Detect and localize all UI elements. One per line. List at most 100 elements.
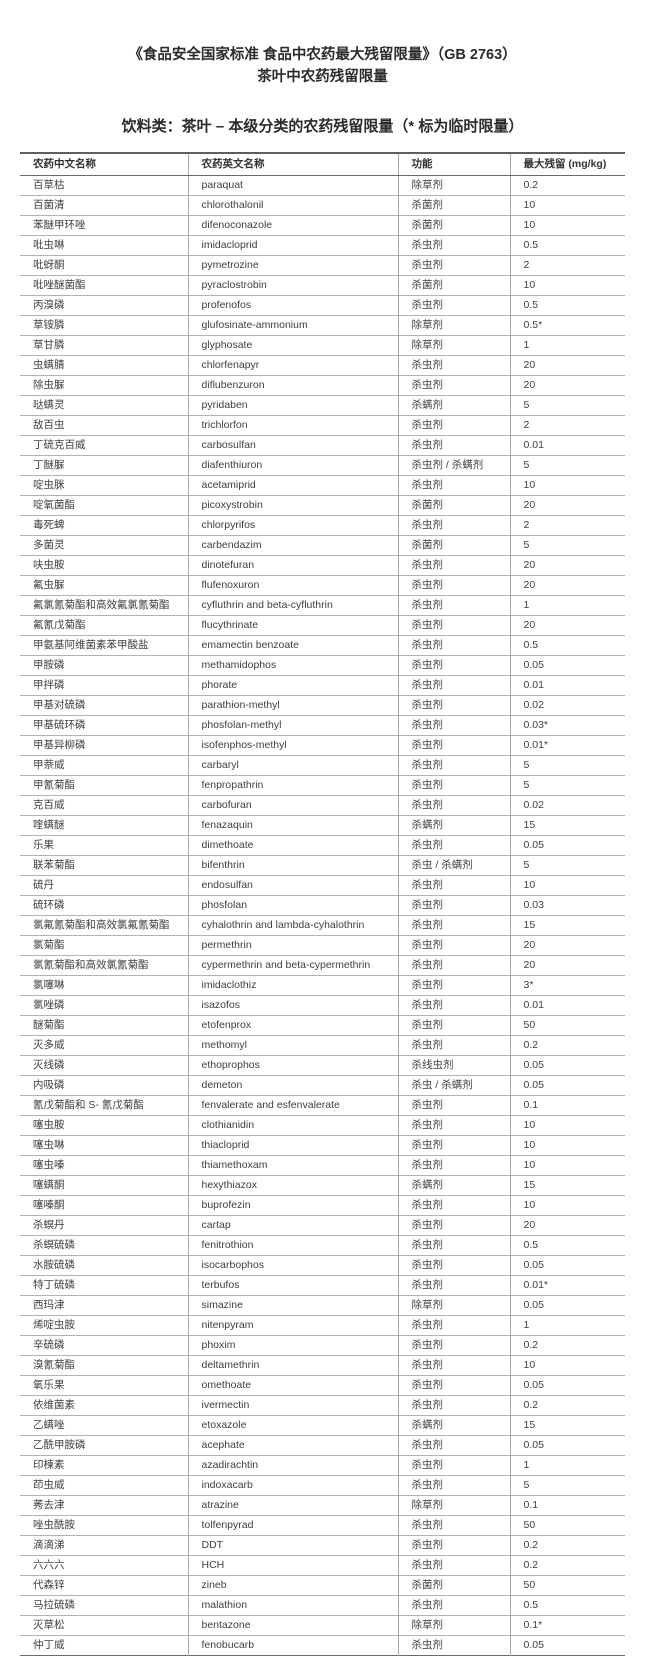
cell-limit: 1 bbox=[509, 1315, 625, 1336]
table-row: 百菌清 chlorothalonil 杀菌剂 10 bbox=[20, 195, 625, 216]
cell-en-name: chlorpyrifos bbox=[187, 515, 398, 536]
table-row: 溴氰菊酯 deltamethrin 杀虫剂 10 bbox=[20, 1355, 625, 1376]
cell-cn-name: 氯菊酯 bbox=[20, 935, 188, 956]
cell-en-name: cartap bbox=[187, 1215, 398, 1236]
cell-cn-name: 氰戊菊酯和 S- 氰戊菊酯 bbox=[20, 1095, 188, 1116]
cell-limit: 20 bbox=[509, 575, 625, 596]
cell-cn-name: 印楝素 bbox=[20, 1455, 188, 1476]
cell-cn-name: 溴氰菊酯 bbox=[20, 1355, 188, 1376]
cell-cn-name: 甲氰菊酯 bbox=[20, 775, 188, 796]
cell-cn-name: 水胺硫磷 bbox=[20, 1255, 188, 1276]
cell-cn-name: 西玛津 bbox=[20, 1295, 188, 1316]
table-row: 氯菊酯 permethrin 杀虫剂 20 bbox=[20, 935, 625, 956]
cell-limit: 15 bbox=[509, 915, 625, 936]
cell-function: 杀虫剂 bbox=[397, 1275, 510, 1296]
cell-en-name: profenofos bbox=[187, 295, 398, 316]
cell-limit: 0.5 bbox=[509, 235, 625, 256]
cell-function: 杀螨剂 bbox=[397, 395, 510, 416]
table-row: 烯啶虫胺 nitenpyram 杀虫剂 1 bbox=[20, 1315, 625, 1336]
cell-cn-name: 硫丹 bbox=[20, 875, 188, 896]
document-title-line2: 茶叶中农药残留限量 bbox=[257, 69, 388, 86]
cell-limit: 0.02 bbox=[509, 695, 625, 716]
cell-en-name: pymetrozine bbox=[187, 255, 398, 276]
cell-limit: 0.1 bbox=[509, 1495, 625, 1516]
cell-cn-name: 马拉硫磷 bbox=[20, 1595, 188, 1616]
cell-function: 杀菌剂 bbox=[397, 535, 510, 556]
cell-en-name: malathion bbox=[187, 1595, 398, 1616]
cell-cn-name: 烯啶虫胺 bbox=[20, 1315, 188, 1336]
cell-en-name: buprofezin bbox=[187, 1195, 398, 1216]
table-row: 氯噻啉 imidaclothiz 杀虫剂 3* bbox=[20, 975, 625, 996]
table-row: 氯氟氰菊酯和高效氯氟氰菊酯 cyhalothrin and lambda-cyha… bbox=[20, 915, 625, 936]
table-row: 辛硫磷 phoxim 杀虫剂 0.2 bbox=[20, 1335, 625, 1356]
table-row: 硫环磷 phosfolan 杀虫剂 0.03 bbox=[20, 895, 625, 916]
cell-limit: 5 bbox=[509, 535, 625, 556]
cell-function: 杀虫剂 bbox=[397, 615, 510, 636]
cell-limit: 10 bbox=[509, 1195, 625, 1216]
cell-limit: 20 bbox=[509, 495, 625, 516]
cell-function: 杀虫 / 杀螨剂 bbox=[397, 855, 510, 876]
cell-cn-name: 硫环磷 bbox=[20, 895, 188, 916]
cell-en-name: atrazine bbox=[187, 1495, 398, 1516]
cell-limit: 2 bbox=[509, 515, 625, 536]
cell-en-name: imidaclothiz bbox=[187, 975, 398, 996]
table-row: 氧乐果 omethoate 杀虫剂 0.05 bbox=[20, 1375, 625, 1396]
table-row: 克百威 carbofuran 杀虫剂 0.02 bbox=[20, 795, 625, 816]
cell-function: 杀虫剂 bbox=[397, 875, 510, 896]
document-title-line1: 《食品安全国家标准 食品中农药最大残留限量》（GB 2763） bbox=[128, 47, 517, 63]
cell-limit: 10 bbox=[509, 875, 625, 896]
cell-limit: 10 bbox=[509, 1155, 625, 1176]
table-row: 噻螨酮 hexythiazox 杀螨剂 15 bbox=[20, 1175, 625, 1196]
cell-cn-name: 氟虫脲 bbox=[20, 575, 188, 596]
cell-limit: 0.2 bbox=[509, 1395, 625, 1416]
cell-function: 杀虫剂 bbox=[397, 835, 510, 856]
cell-cn-name: 辛硫磷 bbox=[20, 1335, 188, 1356]
cell-en-name: phorate bbox=[187, 675, 398, 696]
table-row: 喹螨醚 fenazaquin 杀螨剂 15 bbox=[20, 815, 625, 836]
table-row: 丁硫克百威 carbosulfan 杀虫剂 0.01 bbox=[20, 435, 625, 456]
table-row: 甲胺磷 methamidophos 杀虫剂 0.05 bbox=[20, 655, 625, 676]
cell-cn-name: 丙溴磷 bbox=[20, 295, 188, 316]
cell-en-name: isofenphos-methyl bbox=[187, 735, 398, 756]
cell-cn-name: 吡蚜酮 bbox=[20, 255, 188, 276]
table-row: 噻嗪酮 buprofezin 杀虫剂 10 bbox=[20, 1195, 625, 1216]
table-row: 莠去津 atrazine 除草剂 0.1 bbox=[20, 1495, 625, 1516]
cell-cn-name: 氯氟氰菊酯和高效氯氟氰菊酯 bbox=[20, 915, 188, 936]
cell-function: 杀菌剂 bbox=[397, 195, 510, 216]
cell-limit: 0.5 bbox=[509, 1235, 625, 1256]
cell-en-name: acetamiprid bbox=[187, 475, 398, 496]
cell-limit: 50 bbox=[509, 1575, 625, 1596]
cell-limit: 10 bbox=[509, 1355, 625, 1376]
cell-cn-name: 茚虫威 bbox=[20, 1475, 188, 1496]
cell-en-name: fenpropathrin bbox=[187, 775, 398, 796]
cell-cn-name: 虫螨腈 bbox=[20, 355, 188, 376]
cell-function: 除草剂 bbox=[397, 1295, 510, 1316]
table-row: 噻虫胺 clothianidin 杀虫剂 10 bbox=[20, 1115, 625, 1136]
table-row: 水胺硫磷 isocarbophos 杀虫剂 0.05 bbox=[20, 1255, 625, 1276]
cell-en-name: hexythiazox bbox=[187, 1175, 398, 1196]
cell-cn-name: 甲氨基阿维菌素苯甲酸盐 bbox=[20, 635, 188, 656]
cell-en-name: carbaryl bbox=[187, 755, 398, 776]
table-row: 灭多威 methomyl 杀虫剂 0.2 bbox=[20, 1035, 625, 1056]
cell-cn-name: 甲胺磷 bbox=[20, 655, 188, 676]
cell-en-name: carbendazim bbox=[187, 535, 398, 556]
cell-cn-name: 乙螨唑 bbox=[20, 1415, 188, 1436]
cell-limit: 20 bbox=[509, 615, 625, 636]
cell-cn-name: 仲丁威 bbox=[33, 1638, 65, 1651]
cell-limit: 15 bbox=[509, 1415, 625, 1436]
cell-en-name: phoxim bbox=[187, 1335, 398, 1356]
column-header-limit: 最大残留 (mg/kg) bbox=[509, 152, 625, 176]
cell-function: 杀虫剂 bbox=[397, 1255, 510, 1276]
cell-function: 杀虫剂 bbox=[397, 1035, 510, 1056]
cell-limit: 2 bbox=[509, 415, 625, 436]
cell-function: 杀螨剂 bbox=[397, 1175, 510, 1196]
cell-limit: 0.01* bbox=[509, 1275, 625, 1296]
table-row: 灭草松 bentazone 除草剂 0.1* bbox=[20, 1615, 625, 1636]
table-header-row: 农药中文名称 农药英文名称 功能 最大残留 (mg/kg) bbox=[20, 152, 625, 176]
cell-limit: 0.05 bbox=[509, 1055, 625, 1076]
cell-en-name: flufenoxuron bbox=[187, 575, 398, 596]
table-row: 甲萘威 carbaryl 杀虫剂 5 bbox=[20, 755, 625, 776]
cell-limit: 10 bbox=[509, 1135, 625, 1156]
table-row: 乙螨唑 etoxazole 杀螨剂 15 bbox=[20, 1415, 625, 1436]
table-row: 呋虫胺 dinotefuran 杀虫剂 20 bbox=[20, 555, 625, 576]
